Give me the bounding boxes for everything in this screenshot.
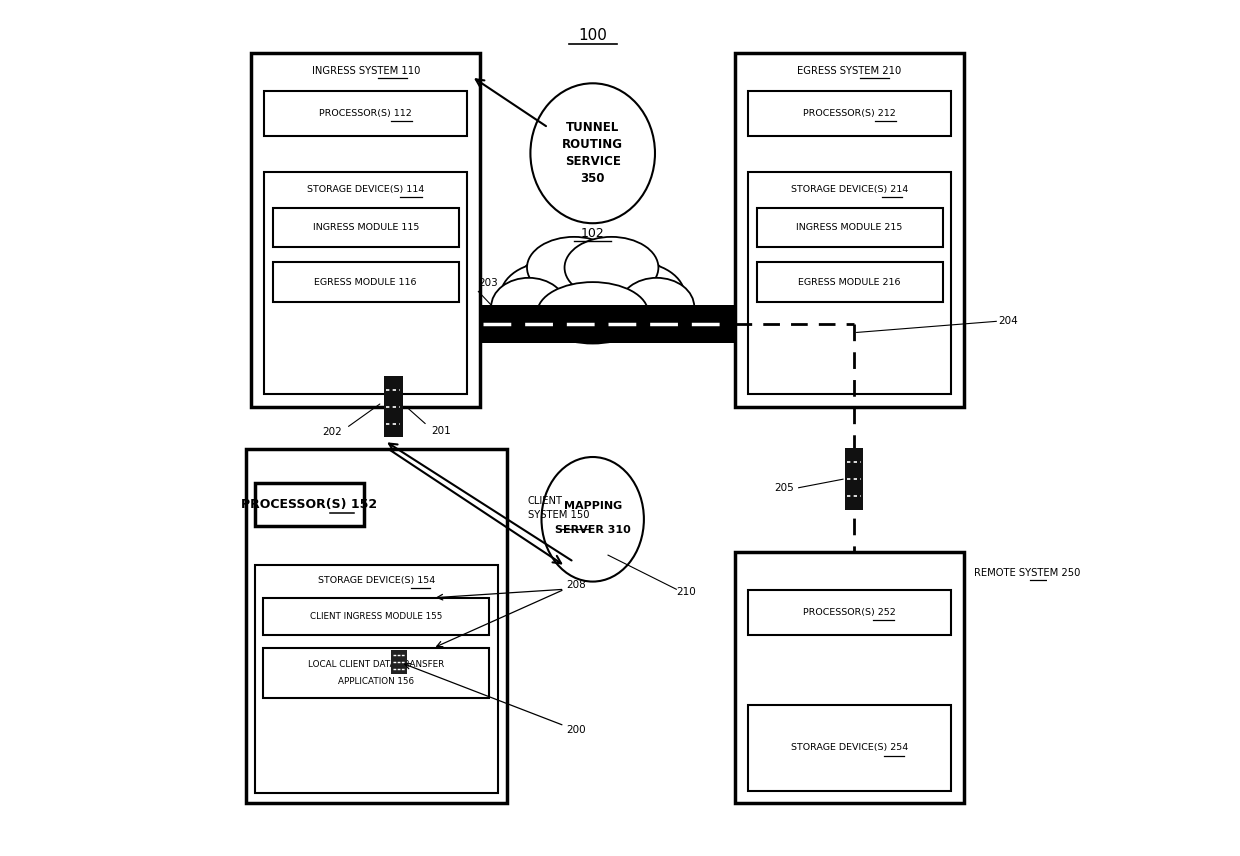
Bar [247,449,506,804]
Text: ROUTING: ROUTING [562,138,624,152]
Bar [392,650,407,674]
Bar [480,305,735,342]
Text: SERVER 310: SERVER 310 [554,525,631,534]
Text: INGRESS MODULE 215: INGRESS MODULE 215 [796,223,903,232]
Text: LOCAL CLIENT DATA TRANSFER: LOCAL CLIENT DATA TRANSFER [309,660,444,669]
Text: PROCESSOR(S) 252: PROCESSOR(S) 252 [804,609,895,617]
Bar [756,263,942,301]
Text: INGRESS SYSTEM 110: INGRESS SYSTEM 110 [311,67,420,76]
Ellipse shape [501,262,603,330]
Text: 202: 202 [322,427,342,437]
Ellipse shape [531,83,655,223]
Text: 201: 201 [432,425,451,436]
Bar [273,263,459,301]
Text: APPLICATION 156: APPLICATION 156 [339,677,414,686]
Text: 200: 200 [567,725,585,735]
Text: REMOTE SYSTEM 250: REMOTE SYSTEM 250 [975,568,1080,578]
Ellipse shape [491,278,567,336]
Ellipse shape [527,237,621,298]
Text: SERVICE: SERVICE [564,155,621,169]
Bar [748,172,951,394]
Text: 100: 100 [578,28,608,43]
Text: 208: 208 [567,580,587,590]
Text: STORAGE DEVICE(S) 214: STORAGE DEVICE(S) 214 [791,185,908,193]
Ellipse shape [564,237,658,298]
Ellipse shape [537,282,649,343]
Bar [255,565,498,794]
Text: 204: 204 [998,317,1018,326]
Bar [263,648,490,698]
Text: EGRESS SYSTEM 210: EGRESS SYSTEM 210 [797,67,901,76]
Bar [264,91,467,136]
Bar [844,449,863,510]
Bar [264,172,467,394]
Text: CLIENT INGRESS MODULE 155: CLIENT INGRESS MODULE 155 [310,612,443,621]
Text: TUNNEL: TUNNEL [567,122,619,134]
Bar [748,590,951,635]
Bar [255,484,365,526]
Text: CLIENT
SYSTEM 150: CLIENT SYSTEM 150 [528,496,589,520]
Bar [273,208,459,247]
Text: MAPPING: MAPPING [563,501,621,511]
Text: INGRESS MODULE 115: INGRESS MODULE 115 [312,223,419,232]
Text: STORAGE DEVICE(S) 154: STORAGE DEVICE(S) 154 [317,576,435,586]
Text: 102: 102 [580,227,605,240]
Bar [263,597,490,635]
Ellipse shape [542,457,644,581]
Text: STORAGE DEVICE(S) 254: STORAGE DEVICE(S) 254 [791,744,908,752]
Text: PROCESSOR(S) 152: PROCESSOR(S) 152 [242,498,377,511]
Text: PROCESSOR(S) 212: PROCESSOR(S) 212 [804,109,895,118]
Text: EGRESS MODULE 216: EGRESS MODULE 216 [799,277,900,287]
Text: 210: 210 [677,587,697,597]
Bar [735,552,963,804]
Text: STORAGE DEVICE(S) 114: STORAGE DEVICE(S) 114 [308,185,424,193]
Text: 350: 350 [580,172,605,186]
Ellipse shape [583,262,684,330]
Bar [384,376,403,437]
Text: EGRESS MODULE 116: EGRESS MODULE 116 [315,277,417,287]
Text: 203: 203 [479,278,498,288]
Ellipse shape [516,245,670,330]
Bar [756,208,942,247]
Bar [252,52,480,407]
Ellipse shape [619,278,694,336]
Bar [748,705,951,791]
Bar [735,52,963,407]
Text: 205: 205 [775,483,795,493]
Bar [748,91,951,136]
Text: PROCESSOR(S) 112: PROCESSOR(S) 112 [320,109,412,118]
